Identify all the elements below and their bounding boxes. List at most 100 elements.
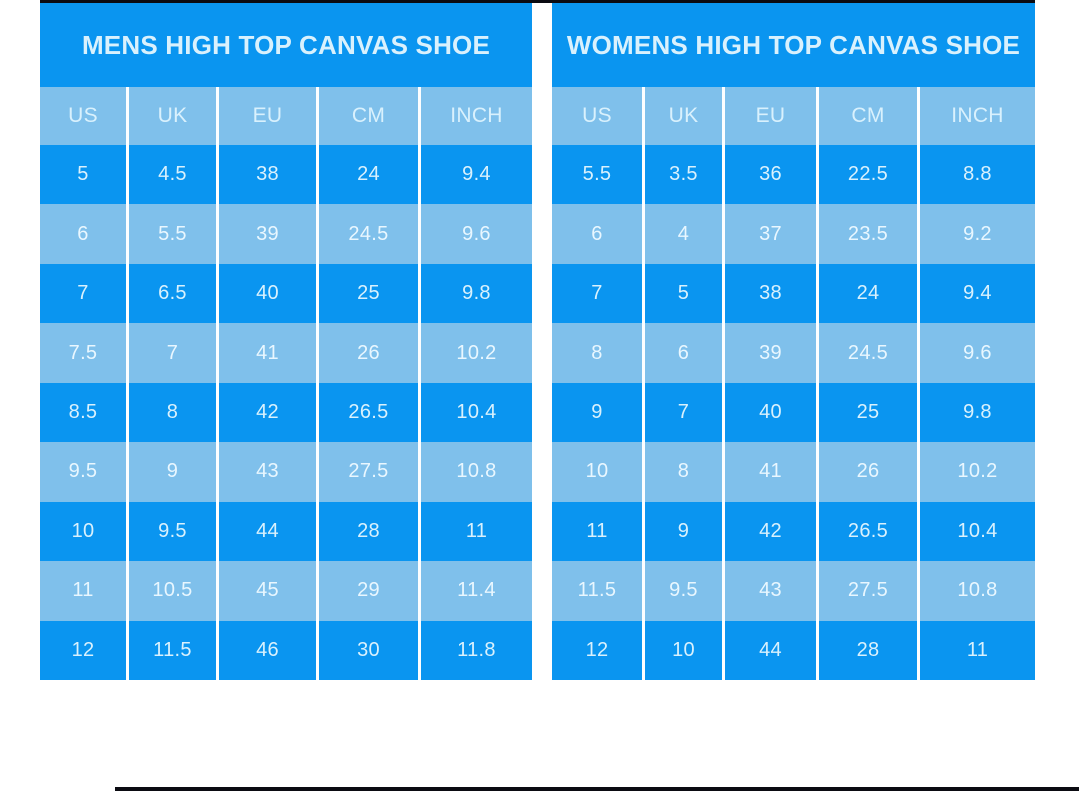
size-cell: 24.5	[316, 204, 418, 264]
column-header-us: US	[582, 104, 612, 127]
size-cell: 26.5	[816, 501, 917, 562]
size-cell: 11	[586, 519, 608, 542]
size-cell: 41	[216, 323, 316, 383]
table-row: 10 8 41 26 10.2	[552, 442, 1035, 502]
bottom-border-line	[115, 787, 1079, 791]
size-cell: 40	[216, 263, 316, 324]
size-cell: 26	[316, 323, 418, 383]
table-title: WOMENS HIGH TOP CANVAS SHOE	[552, 3, 1035, 87]
table-row: 10 9.5 44 28 11	[40, 501, 532, 562]
table-body: 5.5 3.5 36 22.5 8.8 6 4 37 23.5 9.2 7 5 38 24 9.4 8 6 39 2…	[552, 145, 1035, 680]
size-cell: 10.8	[418, 442, 532, 502]
table-row: 12 11.5 46 30 11.8	[40, 620, 532, 680]
size-cell: 44	[722, 620, 816, 680]
size-cell: 28	[316, 501, 418, 562]
size-cell: 5	[77, 163, 89, 186]
size-cell: 6	[77, 222, 89, 245]
size-cell: 24	[816, 263, 917, 324]
table-row: 8.5 8 42 26.5 10.4	[40, 382, 532, 443]
size-cell: 10.8	[917, 561, 1035, 621]
size-cell: 28	[816, 620, 917, 680]
mens-size-table: MENS HIGH TOP CANVAS SHOE US UK EU CM INCH 5…	[40, 3, 532, 680]
size-cell: 9	[591, 400, 603, 423]
size-cell: 8	[591, 341, 603, 364]
size-cell: 9	[642, 501, 722, 562]
size-cell: 39	[216, 204, 316, 264]
size-cell: 8	[126, 382, 216, 443]
header-row: US UK EU CM INCH	[552, 87, 1035, 145]
column-header-eu: EU	[216, 87, 316, 145]
size-cell: 10	[585, 460, 609, 483]
size-cell: 10.5	[126, 561, 216, 621]
size-cell: 7	[77, 282, 89, 305]
size-cell: 9.8	[917, 382, 1035, 443]
table-row: 8 6 39 24.5 9.6	[552, 323, 1035, 383]
size-cell: 9.4	[418, 145, 532, 205]
size-cell: 22.5	[816, 145, 917, 205]
size-cell: 5.5	[582, 163, 612, 186]
size-cell: 4	[642, 204, 722, 264]
size-cell: 24.5	[816, 323, 917, 383]
table-row: 11 9 42 26.5 10.4	[552, 501, 1035, 562]
size-cell: 25	[316, 263, 418, 324]
size-cell: 6	[642, 323, 722, 383]
size-cell: 42	[722, 501, 816, 562]
size-cell: 27.5	[316, 442, 418, 502]
column-header-uk: UK	[642, 87, 722, 145]
column-header-cm: CM	[816, 87, 917, 145]
column-header-uk: UK	[126, 87, 216, 145]
size-cell: 7	[591, 282, 603, 305]
size-cell: 9	[126, 442, 216, 502]
size-cell: 10	[642, 620, 722, 680]
size-cell: 37	[722, 204, 816, 264]
size-cell: 5	[642, 263, 722, 324]
size-cell: 11.5	[577, 579, 617, 602]
table-row: 5.5 3.5 36 22.5 8.8	[552, 145, 1035, 205]
size-cell: 11	[418, 501, 532, 562]
size-cell: 7.5	[68, 341, 98, 364]
column-header-cm: CM	[316, 87, 418, 145]
table-row: 11 10.5 45 29 11.4	[40, 561, 532, 621]
size-cell: 9.8	[418, 263, 532, 324]
size-cell: 6.5	[126, 263, 216, 324]
table-row: 7.5 7 41 26 10.2	[40, 323, 532, 383]
size-cell: 38	[722, 263, 816, 324]
size-cell: 10.2	[917, 442, 1035, 502]
size-cell: 11.5	[126, 620, 216, 680]
size-cell: 40	[722, 382, 816, 443]
size-cell: 43	[216, 442, 316, 502]
size-cell: 36	[722, 145, 816, 205]
size-cell: 10	[71, 519, 95, 542]
size-cell: 38	[216, 145, 316, 205]
size-cell: 23.5	[816, 204, 917, 264]
size-cell: 42	[216, 382, 316, 443]
size-cell: 4.5	[126, 145, 216, 205]
size-cell: 44	[216, 501, 316, 562]
size-cell: 7	[642, 382, 722, 443]
size-cell: 9.4	[917, 263, 1035, 324]
table-row: 5 4.5 38 24 9.4	[40, 145, 532, 205]
size-cell: 25	[816, 382, 917, 443]
size-cell: 9.5	[642, 561, 722, 621]
size-cell: 8.8	[917, 145, 1035, 205]
size-cell: 26.5	[316, 382, 418, 443]
size-cell: 7	[126, 323, 216, 383]
size-cell: 11	[72, 579, 94, 602]
size-cell: 26	[816, 442, 917, 502]
table-row: 9.5 9 43 27.5 10.8	[40, 442, 532, 502]
size-cell: 11	[917, 620, 1035, 680]
table-row: 11.5 9.5 43 27.5 10.8	[552, 561, 1035, 621]
table-body: 5 4.5 38 24 9.4 6 5.5 39 24.5 9.6 7 6.5 40 25 9.8 7.5 7 4…	[40, 145, 532, 680]
size-cell: 5.5	[126, 204, 216, 264]
size-cell: 11.4	[418, 561, 532, 621]
column-header-inch: INCH	[917, 87, 1035, 145]
size-cell: 10.2	[418, 323, 532, 383]
size-cell: 9.6	[917, 323, 1035, 383]
size-cell: 10.4	[418, 382, 532, 443]
size-cell: 9.6	[418, 204, 532, 264]
size-cell: 9.5	[126, 501, 216, 562]
table-row: 12 10 44 28 11	[552, 620, 1035, 680]
size-cell: 9.2	[917, 204, 1035, 264]
size-cell: 27.5	[816, 561, 917, 621]
